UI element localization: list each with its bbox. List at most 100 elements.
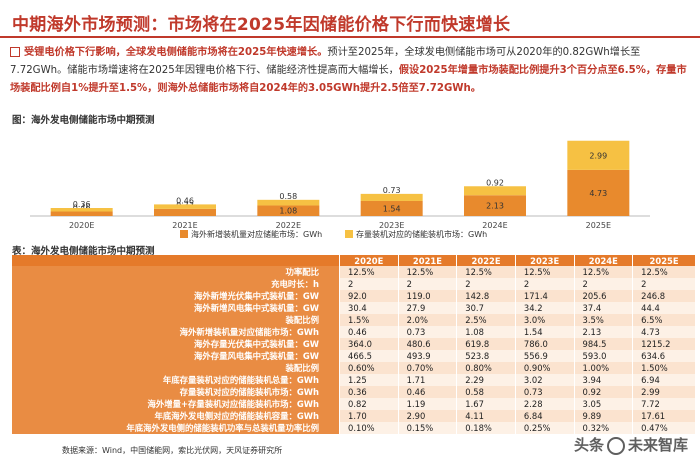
table-cell: 0.32% <box>574 422 634 434</box>
row-label: 年底海外发电侧的储能装机功率与总装机量功率比例 <box>12 422 340 434</box>
data-label-stock-2021E: 0.46 <box>176 196 194 205</box>
table-cell: 3.5% <box>574 314 634 326</box>
table-cell: 246.8 <box>632 290 696 302</box>
table-cell: 30.7 <box>456 302 516 314</box>
table-cell: 1.25 <box>339 374 399 386</box>
table-row: 海外新增装机量对应储能市场：GWh 0.46 0.73 1.08 1.54 2.13 4.7… <box>12 326 696 338</box>
table-cell: 2.90 <box>398 410 458 422</box>
table-cell: 0.92 <box>574 386 634 398</box>
table-cell: 2.5% <box>456 314 516 326</box>
x-tick-2022E: 2022E <box>276 221 301 230</box>
table-row: 海外存量光伏集中式装机量：GW 364.0 480.6 619.8 786.0 984.5… <box>12 338 696 350</box>
data-label-new-2022E: 1.08 <box>279 207 297 216</box>
row-label: 海外新增风电集中式装机量：GW <box>12 302 340 314</box>
row-label: 装配比例 <box>12 314 340 326</box>
table-header-row: 2020E 2021E 2022E 2023E 2024E 2025E <box>12 255 696 266</box>
table-cell: 0.25% <box>515 422 575 434</box>
table-cell: 480.6 <box>398 338 458 350</box>
table-cell: 6.5% <box>632 314 696 326</box>
table-cell: 1.71 <box>398 374 458 386</box>
table-cell: 556.9 <box>515 350 575 362</box>
bar-new-2020E <box>50 211 113 216</box>
table-cell: 786.0 <box>515 338 575 350</box>
row-label: 海外存量风电集中式装机量：GW <box>12 350 340 362</box>
row-label: 功率配比 <box>12 266 340 278</box>
row-label: 年底存量装机对应的储能装机总量：GWh <box>12 374 340 386</box>
table-cell: 1.08 <box>456 326 516 338</box>
table-caption: 表：海外发电侧储能市场中期预测 <box>12 246 155 257</box>
table-cell: 0.70% <box>398 362 458 374</box>
bar-new-2023E <box>360 200 423 216</box>
table-col-header-2025E: 2025E <box>632 255 696 266</box>
x-tick-2024E: 2024E <box>482 221 507 230</box>
table-col-header-2023E: 2023E <box>515 255 575 266</box>
table-cell: 92.0 <box>339 290 399 302</box>
x-tick-2021E: 2021E <box>172 221 197 230</box>
table-cell: 619.8 <box>456 338 516 350</box>
table-cell: 984.5 <box>574 338 634 350</box>
data-label-new-2024E: 2.13 <box>486 202 504 211</box>
table-cell: 171.4 <box>515 290 575 302</box>
table-cell: 0.15% <box>398 422 458 434</box>
table-row: 装配比例 0.60% 0.70% 0.80% 0.90% 1.00% 1.50% <box>12 362 696 374</box>
table-cell: 1.54 <box>515 326 575 338</box>
row-label: 海外增量+存量装机对应储能装机市场：GWh <box>12 398 340 410</box>
bar-new-2022E <box>257 205 320 216</box>
table-cell: 0.58 <box>456 386 516 398</box>
bar-stock-2024E <box>464 186 526 196</box>
table-cell: 4.11 <box>456 410 516 422</box>
table-cell: 1.50% <box>632 362 696 374</box>
watermark-name: 未来智库 <box>627 436 688 454</box>
table-cell: 27.9 <box>398 302 458 314</box>
table-cell: 12.5% <box>632 266 696 278</box>
storage-market-chart: 0.460.362020E0.730.462021E1.080.582022E1… <box>30 140 650 239</box>
table-cell: 0.10% <box>339 422 399 434</box>
table-cell: 523.8 <box>456 350 516 362</box>
bar-stock-2022E <box>257 199 320 206</box>
table-cell: 6.84 <box>515 410 575 422</box>
bar-stock-2023E <box>360 193 423 201</box>
row-label: 存量装机对应的储能装机市场：GWh <box>12 386 340 398</box>
table-cell: 7.72 <box>632 398 696 410</box>
table-row: 年底海外发电侧的储能装机功率与总装机量功率比例 0.10% 0.15% 0.18% 0.… <box>12 422 696 434</box>
table-cell: 2 <box>515 278 575 290</box>
table-cell: 0.46 <box>398 386 458 398</box>
table-cell: 2.0% <box>398 314 458 326</box>
table-cell: 1215.2 <box>632 338 696 350</box>
table-cell: 0.46 <box>339 326 399 338</box>
table-col-header-2021E: 2021E <box>398 255 458 266</box>
summary-bullet: 受锂电价格下行影响，全球发电侧储能市场将在2025年快速增长。预计至2025年，… <box>10 44 690 98</box>
table-cell: 142.8 <box>456 290 516 302</box>
watermark-prefix: 头条 <box>573 436 604 454</box>
bullet-highlight-2: 假设2025年增量市场装配比例提升3个百分点至6.5%，存量市场装配比例自1%提… <box>10 65 687 94</box>
table-row: 存量装机对应的储能装机市场：GWh 0.36 0.46 0.58 0.73 0.92 2.9… <box>12 386 696 398</box>
table-cell: 119.0 <box>398 290 458 302</box>
table-row: 海外存量风电集中式装机量：GW 466.5 493.9 523.8 556.9 593.0… <box>12 350 696 362</box>
table-row: 装配比例 1.5% 2.0% 2.5% 3.0% 3.5% 6.5% <box>12 314 696 326</box>
table-cell: 0.36 <box>339 386 399 398</box>
table-cell: 2 <box>339 278 399 290</box>
page-title: 中期海外市场预测：市场将在2025年因储能价格下行而快速增长 <box>12 15 511 35</box>
row-label: 年底海外发电侧对应的储能装机容量：GWh <box>12 410 340 422</box>
table-cell: 34.2 <box>515 302 575 314</box>
table-cell: 0.80% <box>456 362 516 374</box>
table-cell: 4.73 <box>632 326 696 338</box>
table-cell: 0.47% <box>632 422 696 434</box>
row-label: 充电时长：h <box>12 278 340 290</box>
table-cell: 0.60% <box>339 362 399 374</box>
forecast-table: 2020E 2021E 2022E 2023E 2024E 2025E 功率配比 12.5%… <box>12 255 696 434</box>
table-row: 功率配比 12.5% 12.5% 12.5% 12.5% 12.5% 12.5% <box>12 266 696 278</box>
table-cell: 3.0% <box>515 314 575 326</box>
table-cell: 12.5% <box>456 266 516 278</box>
table-cell: 44.4 <box>632 302 696 314</box>
data-label-new-2025E: 4.73 <box>589 189 607 198</box>
table-cell: 2.99 <box>632 386 696 398</box>
x-tick-2025E: 2025E <box>586 221 611 230</box>
data-label-stock-2022E: 0.58 <box>279 192 297 201</box>
data-label-stock-2025E: 2.99 <box>589 151 607 160</box>
bar-stock-2020E <box>50 208 113 212</box>
table-cell: 364.0 <box>339 338 399 350</box>
table-cell: 12.5% <box>574 266 634 278</box>
legend-swatch-new <box>180 230 188 238</box>
table-cell: 2.29 <box>456 374 516 386</box>
